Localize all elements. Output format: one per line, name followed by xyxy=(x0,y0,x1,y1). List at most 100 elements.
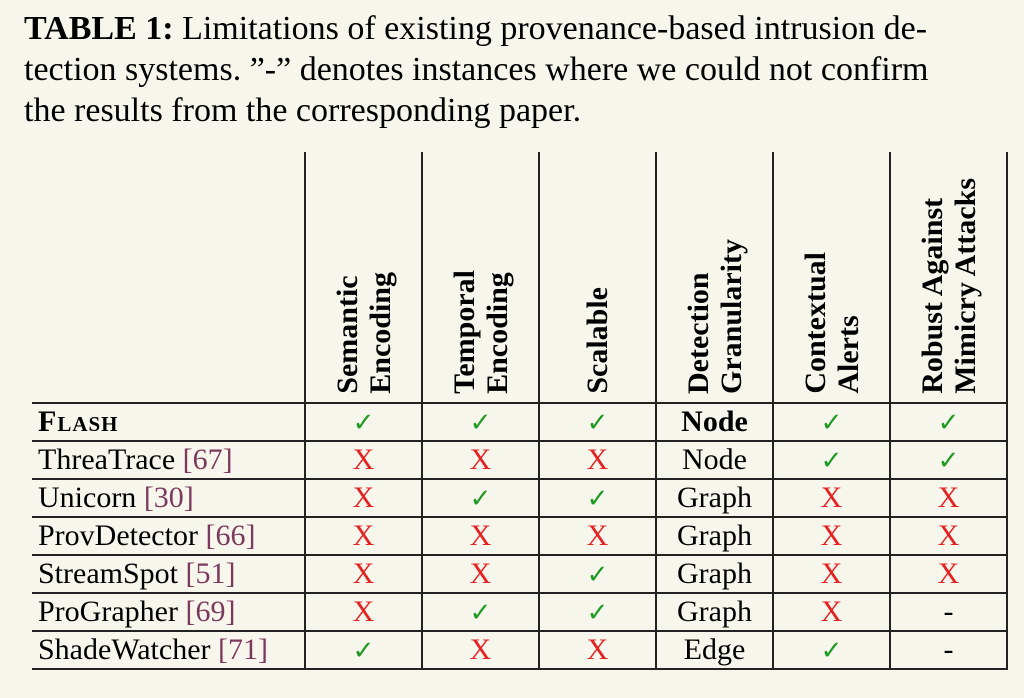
caption-line-2: tection systems. ”-” denotes instances w… xyxy=(24,51,929,88)
table-body: Flash ✓ ✓ ✓ Node ✓ ✓ ThreaTrace [67] X X X Node ✓ ✓ Un… xyxy=(32,403,1008,670)
table-row: StreamSpot [51] X X ✓ Graph X X xyxy=(32,555,1008,594)
header-line: Alerts xyxy=(831,315,865,394)
header-row: Semantic Encoding Temporal Encoding Scalab… xyxy=(32,152,1008,404)
cross-icon: X xyxy=(586,633,609,666)
table-caption: TABLE 1: Limitations of existing provena… xyxy=(24,8,1014,131)
column-header-contextual-alerts: Contextual Alerts xyxy=(772,152,890,404)
caption-line-1: TABLE 1: Limitations of existing provena… xyxy=(24,8,1014,49)
check-icon: ✓ xyxy=(586,560,609,590)
cross-icon: X xyxy=(469,443,492,476)
cross-icon: X xyxy=(352,557,375,590)
check-icon: ✓ xyxy=(352,408,375,438)
check-icon: ✓ xyxy=(586,408,609,438)
column-header-semantic-encoding: Semantic Encoding xyxy=(304,152,422,404)
citation-reference[interactable]: [69] xyxy=(185,595,236,628)
system-name: ProGrapher xyxy=(38,595,186,628)
header-line: Granularity xyxy=(714,239,748,394)
table-row: ProvDetector [66] X X X Graph X X xyxy=(32,517,1008,556)
table-cell: ✓ xyxy=(772,403,890,442)
check-icon: ✓ xyxy=(586,484,609,514)
table-cell: X xyxy=(772,555,890,594)
system-name-cell: ProvDetector [66] xyxy=(32,517,305,556)
system-name-cell: Flash xyxy=(32,403,305,442)
table-cell: ✓ xyxy=(304,403,422,442)
system-name: ProvDetector xyxy=(38,519,206,552)
table-cell: Node xyxy=(655,441,773,480)
comparison-table: Semantic Encoding Temporal Encoding Scalab… xyxy=(32,152,1008,670)
caption-text-1: Limitations of existing provenance-based… xyxy=(173,10,928,47)
check-icon: ✓ xyxy=(820,446,843,476)
table-cell: X xyxy=(304,441,422,480)
system-name-cell: ProGrapher [69] xyxy=(32,593,305,632)
cross-icon: X xyxy=(937,481,960,514)
table-cell: X xyxy=(421,441,539,480)
table-cell: Edge xyxy=(655,631,773,670)
cross-icon: X xyxy=(352,443,375,476)
granularity-value: Node xyxy=(681,405,748,438)
table-cell: X xyxy=(304,479,422,518)
table-cell: X xyxy=(772,593,890,632)
table-cell: X xyxy=(889,555,1008,594)
citation-reference[interactable]: [51] xyxy=(185,557,236,590)
header-line: Encoding xyxy=(363,272,397,394)
cross-icon: X xyxy=(586,519,609,552)
system-name: ThreaTrace xyxy=(38,443,183,476)
table-cell: X xyxy=(538,517,656,556)
table-cell: - xyxy=(889,631,1008,670)
granularity-value: Graph xyxy=(677,519,752,552)
corner-cell xyxy=(32,152,305,404)
column-header-scalable: Scalable xyxy=(538,152,656,404)
system-name-cell: StreamSpot [51] xyxy=(32,555,305,594)
check-icon: ✓ xyxy=(352,636,375,666)
table-cell: X xyxy=(304,593,422,632)
cross-icon: X xyxy=(352,481,375,514)
table-cell: X xyxy=(538,441,656,480)
granularity-value: Node xyxy=(682,443,747,476)
table-cell: ✓ xyxy=(421,479,539,518)
table-cell: ✓ xyxy=(304,631,422,670)
table-cell: ✓ xyxy=(538,403,656,442)
check-icon: ✓ xyxy=(820,408,843,438)
cross-icon: X xyxy=(352,595,375,628)
granularity-value: Graph xyxy=(677,557,752,590)
header-line: Encoding xyxy=(480,272,514,394)
cross-icon: X xyxy=(586,443,609,476)
citation-reference[interactable]: [71] xyxy=(218,633,268,666)
system-name: Flash xyxy=(38,405,119,438)
check-icon: ✓ xyxy=(586,598,609,628)
cross-icon: X xyxy=(469,633,492,666)
table-cell: ✓ xyxy=(421,593,539,632)
cross-icon: X xyxy=(469,519,492,552)
cross-icon: X xyxy=(820,595,843,628)
check-icon: ✓ xyxy=(937,446,960,476)
unconfirmed-dash: - xyxy=(943,595,954,628)
table-row: Flash ✓ ✓ ✓ Node ✓ ✓ xyxy=(32,403,1008,442)
table-cell: ✓ xyxy=(538,479,656,518)
granularity-value: Graph xyxy=(677,481,752,514)
granularity-value: Edge xyxy=(683,633,746,666)
table-cell: Graph xyxy=(655,593,773,632)
citation-reference[interactable]: [30] xyxy=(143,481,194,514)
citation-reference[interactable]: [66] xyxy=(205,519,256,552)
header-line: Mimicry Attacks xyxy=(948,178,982,394)
table-cell: Graph xyxy=(655,479,773,518)
check-icon: ✓ xyxy=(469,484,492,514)
caption-label: TABLE 1: xyxy=(24,10,174,47)
system-name: Unicorn xyxy=(38,481,144,514)
column-header-robust-mimicry: Robust Against Mimicry Attacks xyxy=(889,152,1008,404)
cross-icon: X xyxy=(820,557,843,590)
table-cell: X xyxy=(889,517,1008,556)
table-cell: ✓ xyxy=(421,403,539,442)
citation-reference[interactable]: [67] xyxy=(182,443,233,476)
system-name-cell: Unicorn [30] xyxy=(32,479,305,518)
table-cell: X xyxy=(538,631,656,670)
table-cell: ✓ xyxy=(538,555,656,594)
cross-icon: X xyxy=(937,519,960,552)
table-cell: X xyxy=(421,517,539,556)
caption-line-3: the results from the corresponding paper… xyxy=(24,92,582,129)
table-cell: X xyxy=(304,555,422,594)
check-icon: ✓ xyxy=(820,636,843,666)
check-icon: ✓ xyxy=(469,598,492,628)
granularity-value: Graph xyxy=(677,595,752,628)
header-line: Semantic xyxy=(330,275,364,394)
